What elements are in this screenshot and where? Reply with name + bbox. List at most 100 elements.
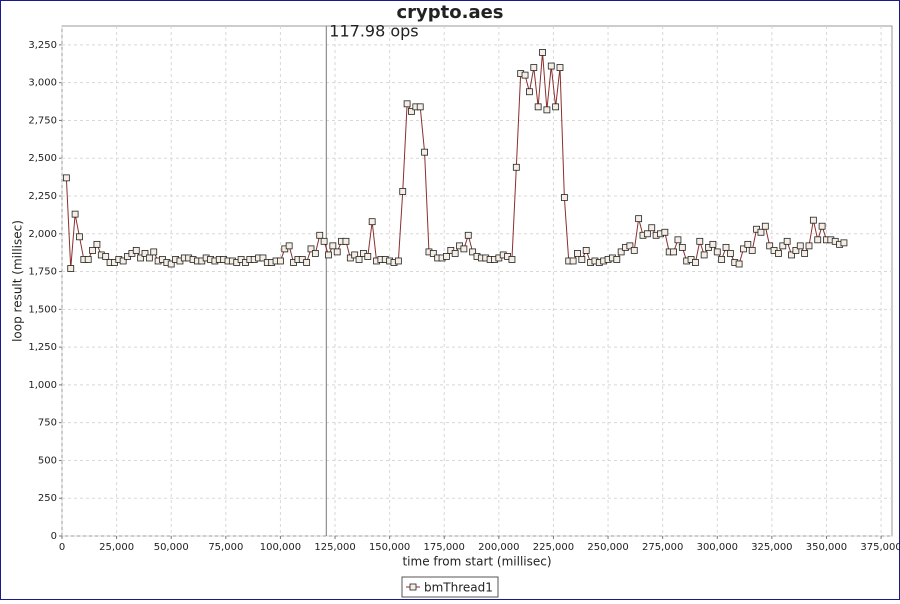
x-tick-label: 75,000 bbox=[208, 542, 243, 553]
point bbox=[718, 256, 726, 263]
point bbox=[512, 163, 520, 171]
point bbox=[809, 216, 817, 224]
point bbox=[394, 257, 402, 265]
chart-title: crypto.aes bbox=[396, 2, 503, 23]
point bbox=[766, 242, 774, 250]
point bbox=[311, 250, 319, 257]
point bbox=[145, 254, 153, 262]
point bbox=[333, 248, 341, 256]
point bbox=[93, 240, 101, 248]
point bbox=[556, 64, 564, 71]
point bbox=[84, 256, 92, 263]
point bbox=[574, 250, 581, 257]
point bbox=[464, 231, 472, 239]
point bbox=[582, 246, 590, 254]
y-tick-label: 2,250 bbox=[28, 191, 57, 202]
point bbox=[259, 254, 267, 262]
grid: 0 250 500 750 1,000 1,250 1,500 1,750 2,000 2,250… bbox=[28, 26, 900, 553]
point bbox=[560, 194, 568, 201]
x-tick-label: 350,000 bbox=[806, 542, 847, 553]
point bbox=[307, 245, 315, 253]
point bbox=[89, 246, 96, 254]
legend-label: bmThread1 bbox=[424, 581, 493, 595]
point bbox=[102, 253, 110, 260]
point bbox=[316, 231, 324, 239]
point bbox=[408, 107, 415, 115]
point bbox=[713, 248, 721, 256]
x-tick-label: 175,000 bbox=[424, 542, 465, 553]
x-tick-label: 375,000 bbox=[860, 542, 900, 553]
point bbox=[460, 245, 468, 253]
point bbox=[403, 100, 411, 108]
point bbox=[796, 242, 804, 250]
point bbox=[801, 250, 809, 257]
point bbox=[805, 242, 813, 250]
point bbox=[355, 256, 363, 263]
point bbox=[670, 248, 677, 256]
point bbox=[543, 106, 551, 114]
point bbox=[814, 236, 822, 244]
point bbox=[709, 240, 717, 248]
y-tick-label: 0 bbox=[51, 531, 57, 542]
point bbox=[443, 253, 450, 260]
point bbox=[303, 259, 311, 266]
y-tick-label: 1,500 bbox=[28, 304, 57, 315]
point bbox=[368, 218, 376, 226]
point bbox=[71, 210, 79, 218]
point bbox=[329, 242, 337, 250]
point bbox=[325, 251, 332, 259]
y-tick-label: 2,000 bbox=[28, 229, 57, 240]
point bbox=[748, 246, 756, 254]
point bbox=[840, 239, 848, 247]
marks: 117.98 ops bbox=[62, 22, 848, 536]
point bbox=[552, 103, 560, 111]
point bbox=[132, 246, 140, 254]
point bbox=[692, 259, 699, 266]
y-tick-label: 2,750 bbox=[28, 115, 57, 126]
point bbox=[775, 250, 782, 257]
point bbox=[578, 256, 586, 263]
point bbox=[526, 88, 533, 96]
point bbox=[119, 257, 127, 265]
point bbox=[451, 250, 459, 257]
point bbox=[76, 233, 83, 241]
x-tick-label: 25,000 bbox=[99, 542, 134, 553]
point bbox=[696, 237, 704, 245]
x-tick-label: 50,000 bbox=[154, 542, 189, 553]
point bbox=[429, 250, 437, 257]
x-tick-label: 100,000 bbox=[260, 542, 301, 553]
point bbox=[150, 248, 158, 256]
point bbox=[399, 188, 407, 195]
point bbox=[617, 248, 625, 256]
x-tick-label: 200,000 bbox=[478, 542, 519, 553]
point bbox=[735, 260, 743, 268]
point bbox=[277, 257, 284, 265]
point bbox=[521, 71, 529, 79]
point bbox=[757, 228, 765, 236]
legend-symbol bbox=[409, 583, 417, 591]
point bbox=[779, 242, 787, 250]
point bbox=[547, 62, 555, 70]
point bbox=[783, 237, 791, 245]
y-tick-label: 250 bbox=[38, 493, 57, 504]
point bbox=[635, 215, 643, 223]
x-tick-label: 250,000 bbox=[587, 542, 628, 553]
point bbox=[67, 265, 75, 272]
x-tick-label: 325,000 bbox=[751, 542, 792, 553]
point bbox=[137, 254, 145, 262]
x-axis-label: time from start (millisec) bbox=[402, 555, 551, 569]
point bbox=[534, 103, 542, 111]
point bbox=[740, 245, 747, 253]
y-tick-label: 2,500 bbox=[28, 153, 57, 164]
legend: bmThread1 bbox=[401, 576, 499, 598]
point bbox=[674, 236, 682, 244]
point bbox=[351, 251, 359, 259]
y-tick-label: 750 bbox=[38, 418, 57, 429]
point bbox=[630, 246, 638, 254]
x-tick-label: 225,000 bbox=[533, 542, 574, 553]
x-tick-label: 150,000 bbox=[369, 542, 410, 553]
point bbox=[700, 251, 708, 259]
point bbox=[792, 246, 800, 254]
point bbox=[761, 222, 769, 230]
